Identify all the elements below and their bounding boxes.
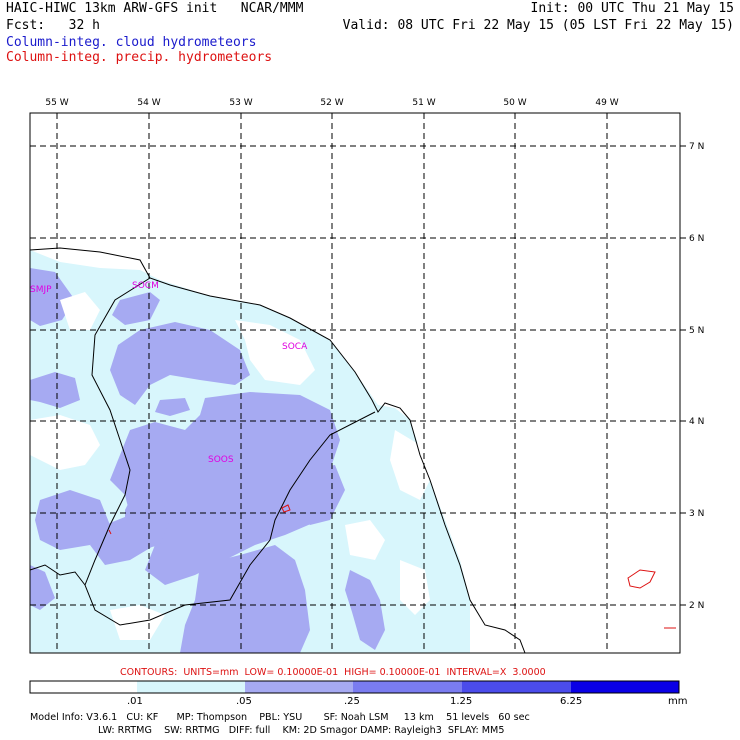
lon-label: 50 W: [503, 98, 526, 108]
hydrometeor-patch: [295, 465, 345, 525]
lon-label: 52 W: [320, 98, 343, 108]
colorbar-label: 1.25: [450, 696, 473, 707]
hydrometeor-patch: [125, 490, 170, 550]
station-label: SOOS: [208, 455, 234, 465]
colorbar-swatch: [353, 681, 462, 693]
colorbar-label: .05: [236, 696, 252, 707]
lat-label: 6 N: [689, 234, 704, 244]
station-label: SOCM: [132, 281, 159, 291]
hydrometeor-patch: [112, 292, 160, 325]
hydrometeor-patch: [35, 490, 110, 550]
model-title: HAIC-HIWC 13km ARW-GFS init NCAR/MMM: [6, 1, 304, 16]
colorbar-swatch: [30, 681, 137, 693]
lat-lon-grid: [30, 113, 680, 653]
right-ticks: [680, 145, 686, 606]
field-cloud-title: Column-integ. cloud hydrometeors: [6, 35, 257, 50]
lon-label: 51 W: [412, 98, 435, 108]
contours-info: CONTOURS: UNITS=mm LOW= 0.10000E-01 HIGH…: [120, 667, 546, 678]
fcst-value: 32 h: [68, 18, 100, 33]
colorbar-swatch: [245, 681, 353, 693]
map-frame: [29, 112, 681, 654]
clear-patch: [60, 292, 100, 330]
lon-label: 55 W: [45, 98, 68, 108]
colorbar-label: .25: [344, 696, 360, 707]
model-info-line1: Model Info: V3.6.1 CU: KF MP: Thompson P…: [30, 712, 530, 723]
station-label: SOCA: [282, 342, 308, 352]
lon-label: 53 W: [229, 98, 252, 108]
hydrometeor-patch: [180, 545, 310, 653]
fcst-label: Fcst:: [6, 18, 46, 33]
lat-label: 5 N: [689, 326, 704, 336]
model-info-line2: LW: RRTMG SW: RRTMG DIFF: full KM: 2D Sm…: [98, 725, 505, 736]
colorbar-swatch: [571, 681, 679, 693]
clear-patch: [30, 415, 100, 470]
lat-label: 4 N: [689, 417, 704, 427]
lat-label: 2 N: [689, 601, 704, 611]
valid-time: Valid: 08 UTC Fri 22 May 15 (05 LST Fri …: [342, 18, 734, 33]
field-precip-title: Column-integ. precip. hydrometeors: [6, 50, 273, 65]
colorbar-label: .01: [127, 696, 143, 707]
lon-label: 49 W: [595, 98, 618, 108]
init-time: Init: 00 UTC Thu 21 May 15: [530, 1, 735, 16]
precip-contours: [108, 504, 676, 629]
lat-label: 3 N: [689, 509, 704, 519]
hydrometeor-patch: [155, 398, 190, 416]
colorbar-frame: [29, 680, 680, 694]
hydrometeor-patch: [30, 372, 80, 408]
hydrometeor-patch: [345, 570, 385, 650]
clear-patch: [400, 560, 430, 615]
colorbar-swatch: [462, 681, 571, 693]
map-fill: [30, 250, 470, 653]
station-label: SMJP: [30, 285, 52, 295]
clear-patch: [345, 520, 385, 560]
coastline: [30, 247, 526, 653]
hydrometeor-patch: [30, 565, 55, 610]
hydrometeor-patch: [110, 322, 250, 405]
colorbar-label: 6.25: [560, 696, 583, 707]
lat-label: 7 N: [689, 142, 704, 152]
colorbar-units: mm: [668, 696, 688, 707]
lon-label: 54 W: [137, 98, 160, 108]
hydrometeor-patch: [30, 268, 75, 326]
colorbar-swatch: [137, 681, 245, 693]
clear-patch: [390, 430, 430, 500]
clear-patch: [235, 320, 315, 385]
forecast-label: Fcst: 32 h: [6, 19, 100, 33]
colorbar: [29, 680, 680, 694]
